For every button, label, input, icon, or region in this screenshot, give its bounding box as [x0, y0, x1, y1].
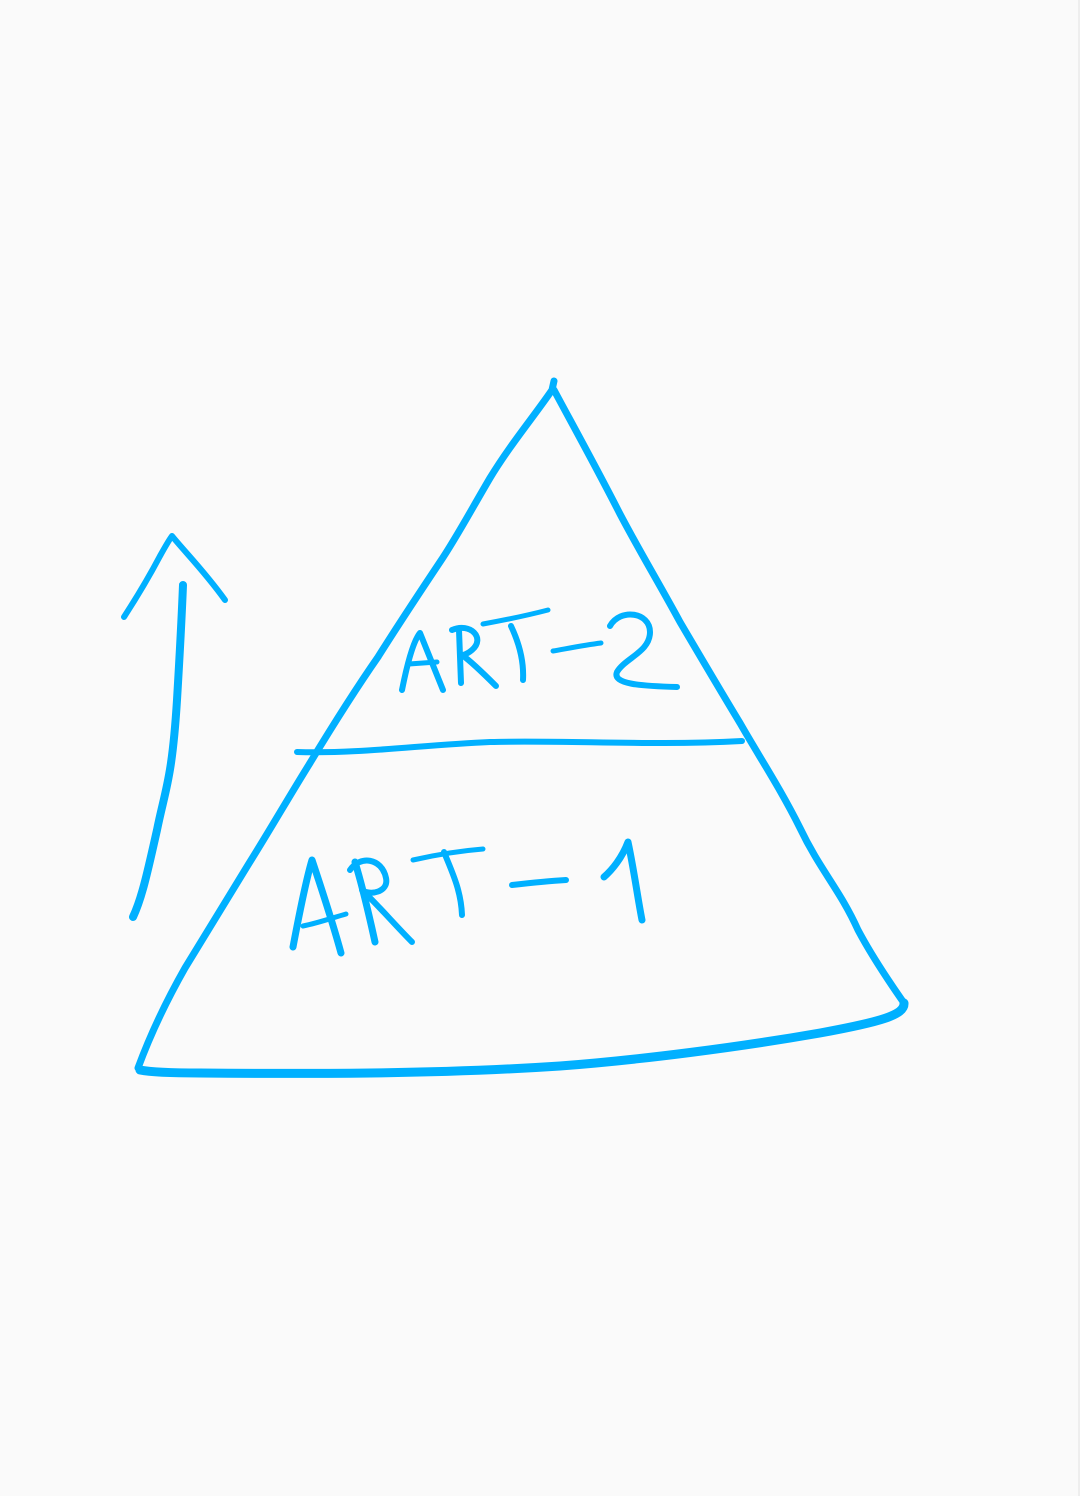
- pyramid-outline: [134, 377, 909, 1078]
- level-bottom-label: [289, 838, 646, 957]
- up-arrow-shaft: [129, 581, 187, 921]
- up-arrow: [121, 533, 228, 921]
- level-divider: [294, 738, 745, 756]
- level-top-label: [399, 607, 680, 693]
- pyramid-right-side: [550, 386, 908, 1007]
- up-arrow-head: [121, 533, 228, 620]
- pyramid-left-side: [134, 377, 558, 1072]
- pyramid-base: [135, 998, 909, 1078]
